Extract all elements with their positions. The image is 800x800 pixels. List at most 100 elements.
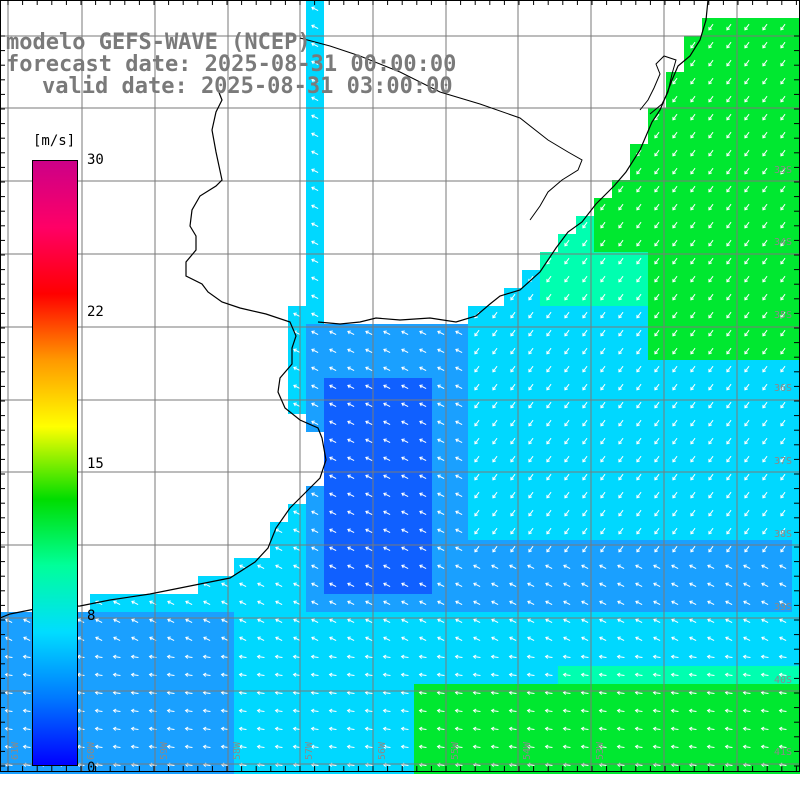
wind-cell [792,738,800,756]
wind-arrow [600,329,606,337]
wind-arrow [22,708,31,713]
wind-arrow [293,366,301,372]
wind-arrow [564,383,570,391]
wind-arrow [474,527,480,535]
wind-arrow [546,293,552,301]
wind-arrow [329,420,337,426]
wind-arrow [725,600,733,606]
wind-arrow [744,527,750,535]
wind-arrow [544,654,553,659]
wind-arrow [401,456,409,462]
wind-arrow [22,672,31,677]
wind-arrow [274,690,283,695]
wind-arrow [347,366,355,372]
wind-arrow [528,473,534,481]
wind-arrow [616,672,625,677]
wind-arrow [364,708,373,713]
wind-arrow [474,365,480,373]
wind-arrow [726,185,732,193]
wind-arrow [726,23,732,31]
wind-arrow [582,455,588,463]
wind-arrow [726,77,732,85]
wind-arrow [203,636,211,642]
wind-arrow [672,491,678,499]
wind-arrow [329,384,337,390]
wind-arrow [761,636,769,642]
wind-cell [792,576,800,594]
wind-arrow [365,582,373,588]
wind-arrow [600,437,606,445]
wind-arrow [401,618,409,624]
wind-arrow [256,690,265,695]
wind-arrow [311,636,319,642]
wind-arrow [256,744,265,749]
wind-arrow [311,294,319,300]
wind-arrow [762,455,768,463]
wind-arrow [293,582,301,588]
wind-arrow [546,473,552,481]
wind-arrow [382,672,391,677]
wind-arrow [743,564,751,570]
wind-arrow [707,636,715,642]
wind-arrow [690,419,696,427]
wind-arrow [688,744,697,749]
wind-arrow [492,419,498,427]
wind-arrow [311,366,319,372]
wind-arrow [780,221,786,229]
wind-arrow [455,420,463,426]
wind-arrow [672,437,678,445]
wind-arrow [634,708,643,713]
wind-arrow [473,582,481,588]
coastline-upper-line [317,0,709,325]
wind-arrow [762,437,768,445]
wind-arrow [672,455,678,463]
wind-arrow [708,347,714,355]
wind-arrow [346,708,355,713]
wind-arrow [113,636,121,642]
wind-arrow [401,546,409,552]
wind-arrow [616,708,625,713]
wind-arrow [383,528,391,534]
wind-cell [792,558,800,576]
lat-label: 41S [774,747,792,758]
wind-arrow [654,239,660,247]
wind-arrow [401,636,409,642]
wind-arrow [616,726,625,731]
wind-arrow [166,726,175,731]
wind-arrow [220,690,229,695]
wind-arrow [437,510,445,516]
wind-cell [792,360,800,378]
wind-arrow [618,239,624,247]
wind-arrow [708,545,714,553]
wind-arrow [274,654,283,659]
wind-arrow [744,545,750,553]
wind-arrow [706,744,715,749]
wind-arrow [202,690,211,695]
wind-arrow [94,726,103,731]
wind-arrow [329,600,337,606]
lat-label: 39S [774,602,792,613]
wind-arrow [545,636,553,642]
wind-arrow [779,564,787,570]
wind-arrow [618,383,624,391]
wind-arrow [311,132,319,138]
wind-arrow [490,672,499,677]
wind-arrow [634,672,643,677]
wind-arrow [510,383,516,391]
wind-arrow [257,618,265,624]
lat-label: 38S [774,529,792,540]
wind-arrow [672,131,678,139]
wind-arrow [689,564,697,570]
wind-arrow [311,258,319,264]
wind-arrow [618,311,624,319]
wind-arrow [726,221,732,229]
wind-arrow [401,366,409,372]
wind-cell [792,234,800,252]
wind-arrow [707,564,715,570]
wind-arrow [365,528,373,534]
wind-arrow [202,672,211,677]
wind-arrow [474,329,480,337]
wind-arrow [600,239,606,247]
wind-arrow [220,744,229,749]
wind-arrow [401,438,409,444]
